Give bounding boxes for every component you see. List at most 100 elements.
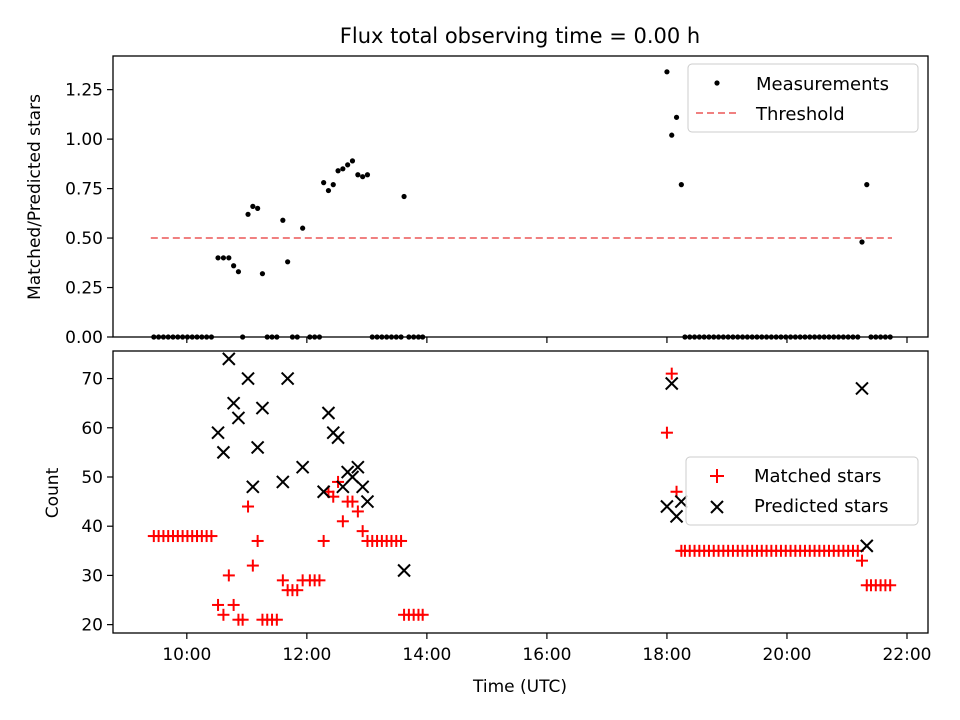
legend-measurements-marker xyxy=(714,80,720,86)
predicted-star-point xyxy=(321,406,336,420)
bottom-x-tick-label: 12:00 xyxy=(282,645,331,665)
top-y-ticks: 0.00 0.25 0.50 0.75 1.00 1.25 xyxy=(65,81,113,348)
measurement-point xyxy=(673,114,680,120)
bottom-x-tick-label: 10:00 xyxy=(162,645,211,665)
matched-star-point xyxy=(395,534,408,547)
matched-star-point xyxy=(660,426,673,439)
measurement-point xyxy=(401,193,407,200)
predicted-star-point xyxy=(665,376,679,391)
bottom-y-tick-label: 50 xyxy=(81,468,103,488)
matched-star-point xyxy=(205,530,218,543)
matched-star-point xyxy=(246,559,259,572)
top-y-tick-label: 0.00 xyxy=(65,328,103,348)
predicted-star-point xyxy=(669,509,684,524)
bottom-y-ticks: 20 30 40 50 60 70 xyxy=(81,370,113,636)
legend-matched-label: Matched stars xyxy=(754,466,881,487)
bottom-x-tick-label: 18:00 xyxy=(642,645,691,665)
bottom-legend-box xyxy=(685,456,919,526)
measurement-point xyxy=(678,182,684,188)
predicted-star-point xyxy=(360,494,375,509)
bottom-y-tick-label: 30 xyxy=(81,566,103,586)
predicted-star-point xyxy=(241,371,255,386)
bottom-x-tick-label: 14:00 xyxy=(402,645,451,665)
bottom-panel: Count Time (UTC) 20 30 40 50 60 70 10:00 12:00… xyxy=(43,350,931,697)
measurement-point xyxy=(321,180,327,186)
matched-star-point xyxy=(217,608,230,621)
matched-star-point xyxy=(242,500,255,513)
measurement-point xyxy=(349,158,356,164)
top-y-tick-label: 0.25 xyxy=(65,279,103,299)
predicted-star-point xyxy=(351,460,365,474)
predicted-star-point xyxy=(216,445,231,460)
legend-predicted-label: Predicted stars xyxy=(754,496,888,517)
matched-star-point xyxy=(236,613,249,626)
matched-star-point xyxy=(251,534,264,547)
measurement-point xyxy=(280,217,286,223)
bottom-x-ticks: 10:00 12:00 14:00 16:00 18:00 20:00 22:00 xyxy=(162,633,931,665)
measurement-point xyxy=(245,211,251,217)
measurement-point xyxy=(360,174,366,180)
matched-star-point xyxy=(317,534,330,547)
matched-star-point xyxy=(336,515,349,528)
predicted-star-point xyxy=(211,425,225,440)
measurement-point xyxy=(345,162,351,168)
top-legend-box xyxy=(687,63,919,133)
predicted-star-point xyxy=(397,563,411,578)
matched-star-point xyxy=(884,579,897,592)
measurement-point xyxy=(285,259,291,265)
bottom-x-axis-label: Time (UTC) xyxy=(472,677,567,697)
legend-threshold-label: Threshold xyxy=(755,104,845,125)
top-y-tick-label: 1.25 xyxy=(65,81,103,101)
measurement-point xyxy=(355,172,361,178)
top-panel: Flux total observing time = 0.00 h Match… xyxy=(25,24,929,348)
top-y-tick-label: 0.50 xyxy=(65,229,103,249)
bottom-y-tick-label: 70 xyxy=(81,370,103,390)
legend-measurements-label: Measurements xyxy=(756,74,889,95)
top-axes-frame xyxy=(112,55,929,338)
measurement-point xyxy=(300,225,306,231)
measurement-point xyxy=(255,205,261,211)
predicted-star-point xyxy=(674,494,689,509)
top-y-tick-label: 1.00 xyxy=(65,130,103,150)
matched-star-point xyxy=(276,574,289,587)
measurement-point xyxy=(231,263,237,269)
top-y-tick-label: 0.75 xyxy=(65,180,103,200)
legend-matched-marker xyxy=(710,469,724,483)
matched-star-point xyxy=(346,495,359,508)
measurement-point xyxy=(669,132,675,138)
bottom-x-tick-label: 22:00 xyxy=(882,645,931,665)
predicted-star-point xyxy=(860,539,874,553)
predicted-star-point xyxy=(331,430,345,445)
measurement-point xyxy=(859,239,865,245)
measurement-point xyxy=(226,255,232,261)
matched-star-point xyxy=(291,584,304,597)
measurement-point xyxy=(215,255,221,261)
predicted-star-point xyxy=(316,485,331,499)
predicted-star-point xyxy=(276,475,290,489)
predicted-star-point xyxy=(222,352,236,366)
matched-star-point xyxy=(665,367,678,380)
measurement-point xyxy=(220,255,227,261)
top-x-ticks xyxy=(186,337,908,343)
matched-star-point xyxy=(270,613,283,626)
predicted-star-point xyxy=(280,371,295,386)
predicted-star-point xyxy=(250,440,265,455)
bottom-y-tick-label: 40 xyxy=(81,517,103,537)
bottom-y-tick-label: 20 xyxy=(81,616,103,636)
measurement-point xyxy=(864,182,870,188)
measurement-point xyxy=(325,187,332,194)
matched-star-point xyxy=(416,608,429,621)
predicted-star-point xyxy=(855,381,869,396)
chart-title: Flux total observing time = 0.00 h xyxy=(340,24,700,48)
matched-star-point xyxy=(212,598,225,611)
measurement-point xyxy=(340,166,346,172)
matched-star-point xyxy=(227,598,240,611)
matched-star-point xyxy=(313,574,326,587)
bottom-axes-frame xyxy=(112,350,929,634)
matched-star-point xyxy=(356,525,369,538)
matched-star-point xyxy=(351,505,364,518)
bottom-x-tick-label: 20:00 xyxy=(762,645,811,665)
matched-stars-points xyxy=(147,367,897,626)
measurement-point xyxy=(250,203,256,209)
